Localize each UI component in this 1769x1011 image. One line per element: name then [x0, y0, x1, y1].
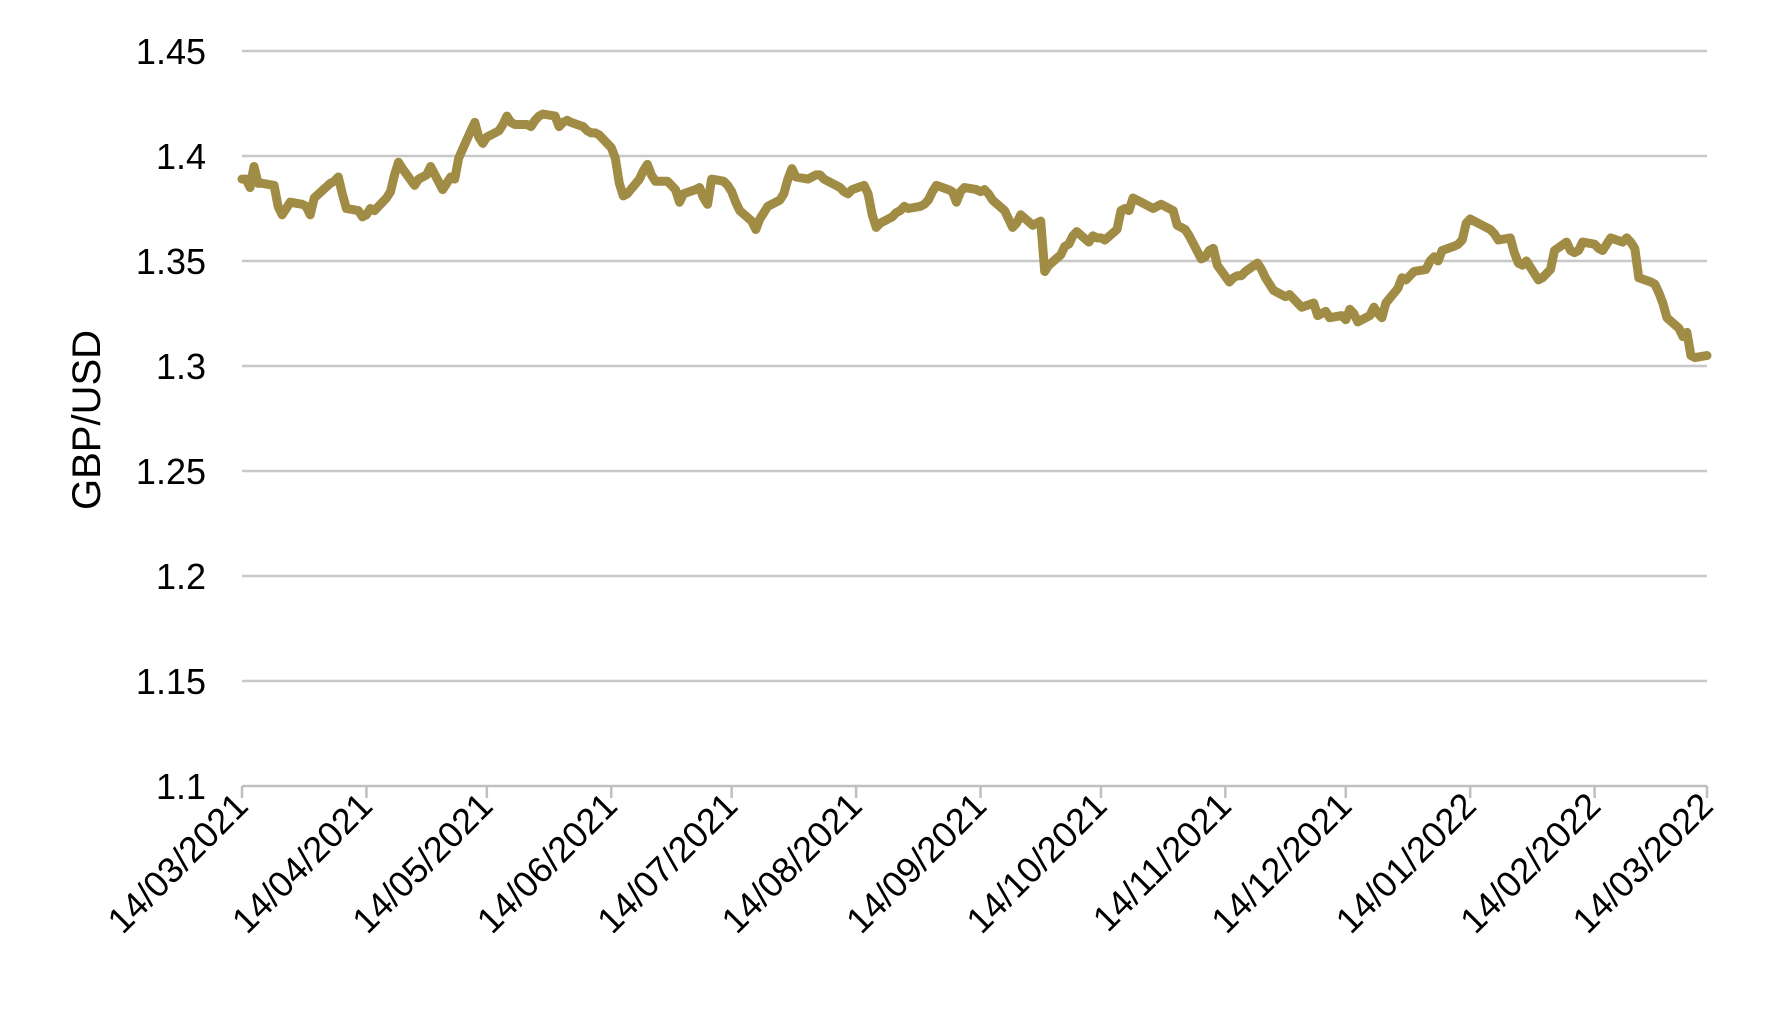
x-axis-tick-labels: 14/03/202114/04/202114/05/202114/06/2021…: [99, 785, 1720, 941]
y-tick-label: 1.4: [156, 136, 206, 177]
x-axis: [240, 784, 1709, 798]
y-axis-title: GBP/USD: [65, 330, 109, 510]
y-axis-tick-labels: 1.1 1.15 1.2 1.25 1.3 1.35 1.4 1.45: [136, 31, 206, 807]
y-tick-label: 1.3: [156, 346, 206, 387]
y-tick-label: 1.1: [156, 766, 206, 807]
y-tick-label: 1.35: [136, 241, 206, 282]
y-tick-label: 1.2: [156, 556, 206, 597]
y-tick-label: 1.25: [136, 451, 206, 492]
series-group: [237, 109, 1712, 363]
series-line: [237, 109, 1712, 363]
gridlines: [242, 49, 1707, 683]
y-tick-label: 1.45: [136, 31, 206, 72]
y-tick-label: 1.15: [136, 661, 206, 702]
